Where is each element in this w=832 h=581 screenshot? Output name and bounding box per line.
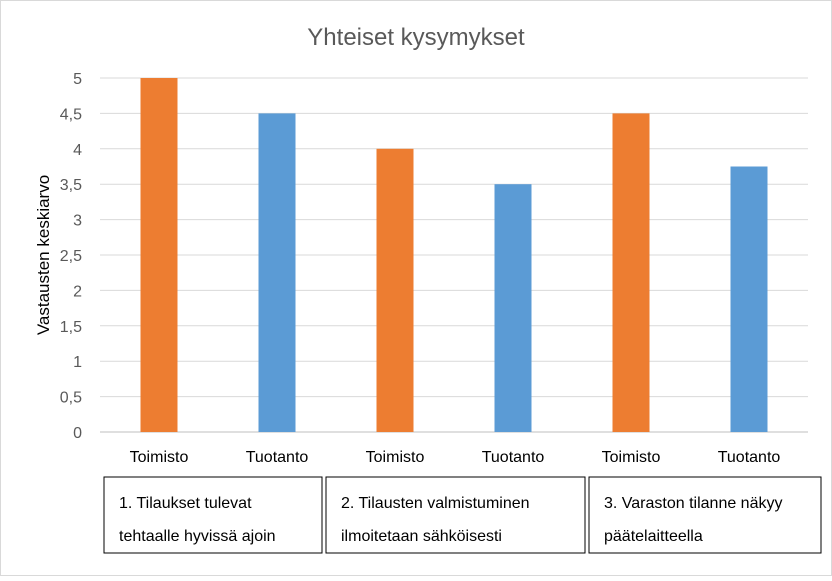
y-tick-label: 4 [73, 142, 82, 159]
x-tick-label: Toimisto [602, 449, 661, 466]
group-label-line: ilmoitetaan sähköisesti [341, 528, 502, 545]
bar [376, 148, 414, 433]
y-axis-label: Vastausten keskiarvo [34, 175, 53, 335]
group-label-line: tehtaalle hyvissä ajoin [119, 528, 276, 545]
y-tick-label: 4,5 [60, 106, 82, 123]
y-tick-labels: 0 0,5 1 1,5 2 2,5 3 3,5 4 4,5 5 [60, 71, 82, 442]
y-tick-label: 2 [73, 283, 82, 300]
group-label-line: päätelaitteella [604, 528, 703, 545]
bar [258, 113, 296, 433]
x-tick-label: Toimisto [366, 449, 425, 466]
bar [612, 113, 650, 433]
group-box [588, 476, 822, 554]
gridlines [100, 77, 808, 433]
y-tick-label: 3 [73, 213, 82, 230]
y-tick-label: 5 [73, 71, 82, 88]
x-tick-label: Tuotanto [718, 449, 781, 466]
group-label-line: 1. Tilaukset tulevat [119, 495, 252, 512]
y-tick-label: 1,5 [60, 319, 82, 336]
y-tick-label: 1 [73, 354, 82, 371]
group-box [325, 476, 586, 554]
category-group-boxes: 1. Tilaukset tulevat tehtaalle hyvissä aj… [103, 476, 822, 554]
y-tick-label: 3,5 [60, 177, 82, 194]
group-label-line: 2. Tilausten valmistuminen [341, 495, 530, 512]
x-tick-label: Tuotanto [482, 449, 545, 466]
bar [494, 184, 532, 432]
x-tick-labels: Toimisto Tuotanto Toimisto Tuotanto Toimisto… [130, 449, 781, 466]
x-tick-label: Tuotanto [246, 449, 309, 466]
y-tick-label: 0 [73, 425, 82, 442]
bar [140, 78, 178, 432]
bar [730, 166, 768, 432]
y-tick-label: 0,5 [60, 390, 82, 407]
y-tick-label: 2,5 [60, 248, 82, 265]
group-box [103, 476, 323, 554]
group-label-line: 3. Varaston tilanne näkyy [604, 495, 782, 512]
bars [140, 78, 768, 433]
x-tick-label: Toimisto [130, 449, 189, 466]
chart-title: Yhteiset kysymykset [307, 24, 525, 51]
